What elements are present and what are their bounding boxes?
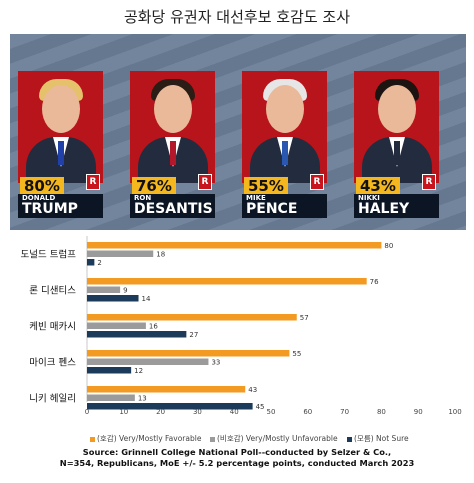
bar-1 [87,358,209,365]
candidate-card: 43% NIKKI HALEY R [354,71,439,218]
candidate-photo [130,71,215,183]
legend-swatch [210,436,215,442]
category-label: 니키 헤일리 [29,392,76,404]
bar-value-label: 14 [142,295,151,303]
candidate-namebar: NIKKI HALEY R [354,174,439,218]
candidate-card: 76% RON DESANTIS R [130,71,215,218]
legend-item: (호감) Very/Mostly Favorable [90,433,201,444]
candidate-tie [58,141,64,165]
bar-0 [87,350,290,357]
bar-1 [87,250,154,257]
candidate-face [42,85,80,133]
source-note: Source: Grinnell College National Poll--… [0,447,474,469]
candidate-percent: 80% [20,177,64,195]
bar-2 [87,295,139,302]
bar-0 [87,278,367,285]
candidate-first-name: NIKKI [358,194,380,202]
candidate-namebar: RON DESANTIS R [130,174,215,218]
bar-value-label: 33 [211,359,220,367]
bar-value-label: 76 [370,278,379,286]
candidate-percent: 43% [356,177,400,195]
bar-value-label: 13 [138,395,147,403]
candidate-tie [394,141,400,165]
bar-value-label: 12 [134,367,143,375]
bar-0 [87,314,297,321]
party-badge: R [86,174,100,190]
x-tick-label: 60 [303,408,312,416]
x-tick-label: 100 [448,408,461,416]
candidate-face [154,85,192,133]
party-badge: R [422,174,436,190]
x-tick-label: 10 [119,408,128,416]
bar-0 [87,242,382,249]
candidate-namebar: MIKE PENCE R [242,174,327,218]
bar-2 [87,259,95,266]
x-tick-label: 0 [85,408,89,416]
x-tick-label: 30 [193,408,202,416]
candidate-namebar: DONALD TRUMP R [18,174,103,218]
x-tick-label: 40 [230,408,239,416]
candidate-last-name: DESANTIS [134,201,213,217]
x-tick-label: 80 [377,408,386,416]
favorability-chart: 도널드 트럼프 80 18 2 론 디샌티스 76 9 14 케빈 매카시 57 16 27 마이크 펜… [21,236,462,416]
bar-2 [87,403,253,410]
legend-item: (모름) Not Sure [347,433,409,444]
category-label: 마이크 펜스 [29,357,76,368]
candidate-banner: 80% DONALD TRUMP R 76% RON DESANTIS R 55% MIKE PEN… [10,34,466,230]
bar-0 [87,386,246,393]
x-tick-label: 20 [156,408,165,416]
bar-2 [87,331,187,338]
candidate-last-name: TRUMP [22,201,78,217]
candidate-tie [282,141,288,165]
source-line-1: Source: Grinnell College National Poll--… [82,447,392,457]
candidate-photo [354,71,439,183]
x-tick-label: 90 [414,408,423,416]
bar-value-label: 57 [300,314,309,322]
candidate-percent: 76% [132,177,176,195]
bar-value-label: 18 [156,251,165,259]
candidate-first-name: DONALD [22,194,56,202]
bar-value-label: 27 [189,331,198,339]
legend-label: (호감) Very/Mostly Favorable [97,434,202,443]
candidate-face [378,85,416,133]
candidate-card: 55% MIKE PENCE R [242,71,327,218]
bar-value-label: 45 [256,403,265,411]
candidate-card: 80% DONALD TRUMP R [18,71,103,218]
category-label: 도널드 트럼프 [21,248,77,260]
candidate-percent: 55% [244,177,288,195]
party-badge: R [310,174,324,190]
candidate-photo [18,71,103,183]
category-label: 케빈 매카시 [29,321,76,332]
candidate-face [266,85,304,133]
page-title: 공화당 유권자 대선후보 호감도 조사 [123,8,351,26]
bar-1 [87,394,135,401]
bar-value-label: 43 [248,386,257,394]
candidate-tie [170,141,176,165]
source-line-2: N=354, Republicans, MoE +/- 5.2 percenta… [59,458,415,468]
candidate-first-name: RON [134,194,152,202]
candidate-photo [242,71,327,183]
candidate-last-name: PENCE [246,201,298,217]
legend-label: (모름) Not Sure [354,434,409,443]
x-tick-label: 50 [267,408,276,416]
legend-label: (비호감) Very/Mostly Unfavorable [217,434,338,443]
bar-value-label: 55 [292,350,301,358]
x-tick-label: 70 [340,408,349,416]
bar-2 [87,367,132,374]
candidate-first-name: MIKE [246,194,266,202]
bar-value-label: 2 [97,259,101,267]
bar-1 [87,322,146,329]
legend-swatch [90,436,95,442]
category-label: 론 디샌티스 [29,285,76,296]
bar-value-label: 80 [384,242,393,250]
legend-swatch [347,436,352,442]
bar-value-label: 9 [123,287,127,295]
legend-item: (비호감) Very/Mostly Unfavorable [210,433,338,444]
party-badge: R [198,174,212,190]
candidate-last-name: HALEY [358,201,410,217]
bar-1 [87,286,121,293]
bar-value-label: 16 [149,323,158,331]
